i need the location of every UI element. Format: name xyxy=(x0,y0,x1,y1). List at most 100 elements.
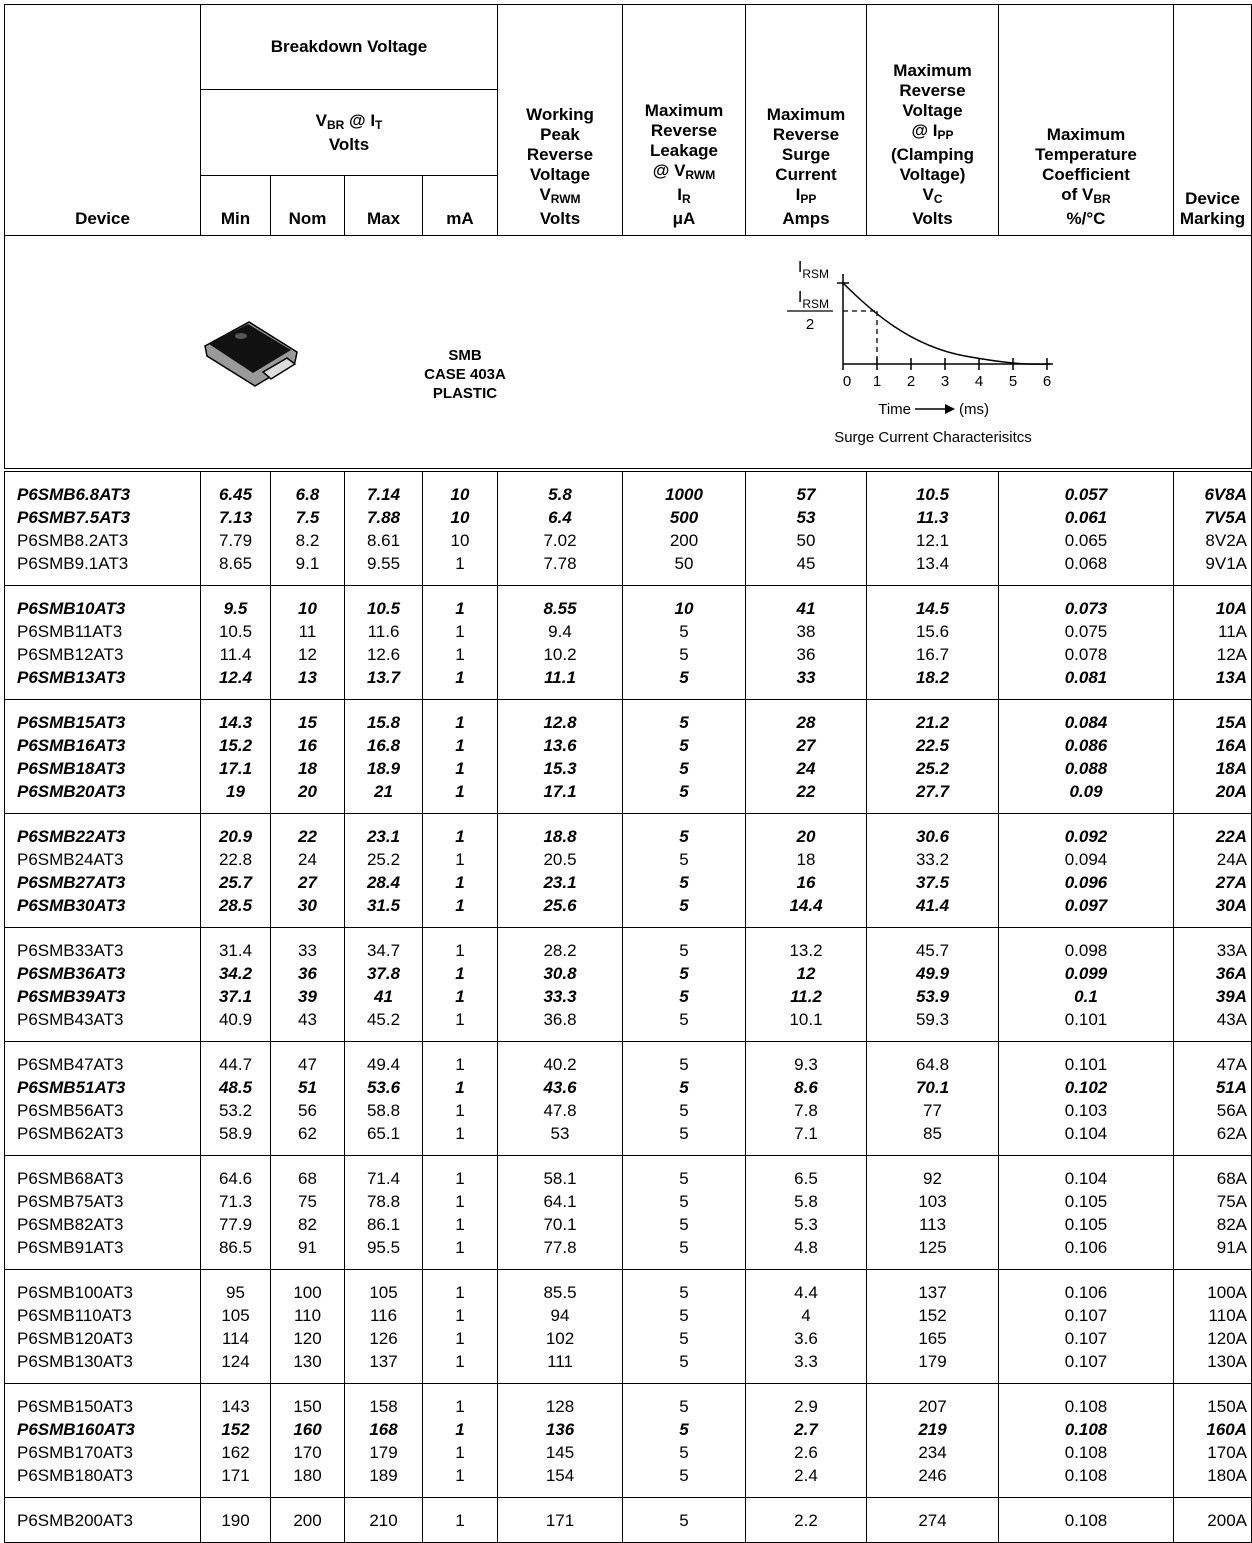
header-line: VC xyxy=(868,185,998,209)
data-cell: 53 xyxy=(497,1122,623,1156)
data-cell: 1 xyxy=(422,1441,498,1464)
data-cell: 6.45 xyxy=(200,470,271,506)
header-line: Voltage xyxy=(499,165,622,185)
header-line: (Clamping xyxy=(868,145,998,165)
data-cell: 1 xyxy=(422,1155,498,1190)
data-cell: 15.8 xyxy=(344,699,423,734)
header-line: @ IPP xyxy=(868,121,998,145)
x-tick-label: 2 xyxy=(907,373,915,390)
data-cell: 1 xyxy=(422,1464,498,1498)
row-group: P6SMB47AT3 44.7 47 49.4 1 40.2 5 9.3 64.8 0.101 47… xyxy=(4,1041,1252,1156)
data-cell: 33 xyxy=(745,666,867,700)
data-cell: 77.8 xyxy=(497,1236,623,1270)
data-cell: 100A xyxy=(1173,1269,1252,1304)
data-cell: 1 xyxy=(422,962,498,985)
data-cell: 75 xyxy=(270,1190,345,1213)
data-cell: 13.7 xyxy=(344,666,423,700)
data-cell: P6SMB36AT3 xyxy=(4,962,201,985)
data-cell: 200 xyxy=(622,529,746,552)
data-cell: 24 xyxy=(745,757,867,780)
data-cell: P6SMB43AT3 xyxy=(4,1008,201,1042)
text-run: I xyxy=(798,289,802,306)
text-run: Current xyxy=(775,165,837,184)
data-cell: 0.107 xyxy=(998,1304,1174,1327)
data-cell: 21 xyxy=(344,780,423,814)
header-line: Marking xyxy=(1175,209,1251,229)
data-cell: 0.081 xyxy=(998,666,1174,700)
data-cell: 1 xyxy=(422,1418,498,1441)
data-cell: 57 xyxy=(745,470,867,506)
data-cell: 1 xyxy=(422,552,498,586)
package-text: PLASTIC xyxy=(433,385,497,402)
data-cell: 0.104 xyxy=(998,1155,1174,1190)
text-run: Voltage) xyxy=(899,165,966,184)
data-cell: 41 xyxy=(745,585,867,620)
data-cell: 154 xyxy=(497,1464,623,1498)
data-cell: P6SMB15AT3 xyxy=(4,699,201,734)
data-cell: 110A xyxy=(1173,1304,1252,1327)
data-row: P6SMB39AT3 37.1 39 41 1 33.3 5 11.2 53.9 0.1 39A xyxy=(4,985,1252,1008)
header-line: Voltage xyxy=(868,101,998,121)
data-cell: 5 xyxy=(622,1383,746,1418)
data-cell: 150A xyxy=(1173,1383,1252,1418)
header-line: Temperature xyxy=(1000,145,1173,165)
data-cell: 30 xyxy=(270,894,345,928)
data-cell: 0.104 xyxy=(998,1122,1174,1156)
data-cell: 19 xyxy=(200,780,271,814)
x-tick-label: 0 xyxy=(843,373,851,390)
header-cell: Maximum Reverse Voltage @ IPP (Clamping Volta… xyxy=(866,4,999,236)
data-cell: 68A xyxy=(1173,1155,1252,1190)
data-cell: 8.6 xyxy=(745,1076,867,1099)
data-cell: 0.108 xyxy=(998,1383,1174,1418)
data-cell: 38 xyxy=(745,620,867,643)
subscript: PP xyxy=(937,128,954,142)
data-cell: 64.1 xyxy=(497,1190,623,1213)
data-cell: 23.1 xyxy=(497,871,623,894)
data-cell: 0.108 xyxy=(998,1441,1174,1464)
data-cell: 0.084 xyxy=(998,699,1174,734)
data-row: P6SMB18AT3 17.1 18 18.9 1 15.3 5 24 25.2 0.088 18A xyxy=(4,757,1252,780)
data-cell: 9.55 xyxy=(344,552,423,586)
data-cell: 37.1 xyxy=(200,985,271,1008)
header-line: Maximum xyxy=(747,105,866,125)
text-run: Leakage xyxy=(649,141,719,160)
data-row: P6SMB24AT3 22.8 24 25.2 1 20.5 5 18 33.2 0.094 24A xyxy=(4,848,1252,871)
data-cell: P6SMB200AT3 xyxy=(4,1497,201,1543)
data-row: P6SMB13AT3 12.4 13 13.7 1 11.1 5 33 18.2 0.081 13A xyxy=(4,666,1252,700)
data-row: P6SMB62AT3 58.9 62 65.1 1 53 5 7.1 85 0.104 62A xyxy=(4,1122,1252,1156)
data-cell: 70.1 xyxy=(497,1213,623,1236)
data-cell: 82 xyxy=(270,1213,345,1236)
data-cell: 1 xyxy=(422,1269,498,1304)
data-cell: 10 xyxy=(422,529,498,552)
row-group: P6SMB68AT3 64.6 68 71.4 1 58.1 5 6.5 92 0.104 68A P… xyxy=(4,1155,1252,1270)
data-cell: 10.2 xyxy=(497,643,623,666)
data-cell: 86.5 xyxy=(200,1236,271,1270)
data-cell: 22 xyxy=(270,813,345,848)
data-cell: 5 xyxy=(622,699,746,734)
data-cell: 5 xyxy=(622,1350,746,1384)
page: Device Breakdown Voltage Working Peak Revers… xyxy=(4,4,1252,1543)
data-cell: 39A xyxy=(1173,985,1252,1008)
data-cell: 5 xyxy=(622,620,746,643)
x-tick-label: 1 xyxy=(873,373,881,390)
header-row: VBR @ IT Volts xyxy=(5,89,1252,176)
data-cell: 11.2 xyxy=(745,985,867,1008)
data-cell: 31.4 xyxy=(200,927,271,962)
data-cell: 1 xyxy=(422,757,498,780)
text-run: Coefficient xyxy=(1042,165,1130,184)
text-run: V xyxy=(922,185,934,204)
data-cell: 86.1 xyxy=(344,1213,423,1236)
data-cell: 12.1 xyxy=(866,529,999,552)
header-line: Peak xyxy=(499,125,622,145)
data-cell: P6SMB33AT3 xyxy=(4,927,201,962)
data-cell: 0.065 xyxy=(998,529,1174,552)
data-cell: 180A xyxy=(1173,1464,1252,1498)
header-cell: Max xyxy=(344,175,423,236)
header-line: Maximum xyxy=(624,101,745,121)
header-cell: Maximum Temperature Coefficient of VBR %/°C xyxy=(998,4,1174,236)
header-line: Current xyxy=(747,165,866,185)
header-line: Coefficient xyxy=(1000,165,1173,185)
text-run: Amps xyxy=(782,209,830,228)
data-cell: 13.4 xyxy=(866,552,999,586)
data-cell: 0.106 xyxy=(998,1269,1174,1304)
